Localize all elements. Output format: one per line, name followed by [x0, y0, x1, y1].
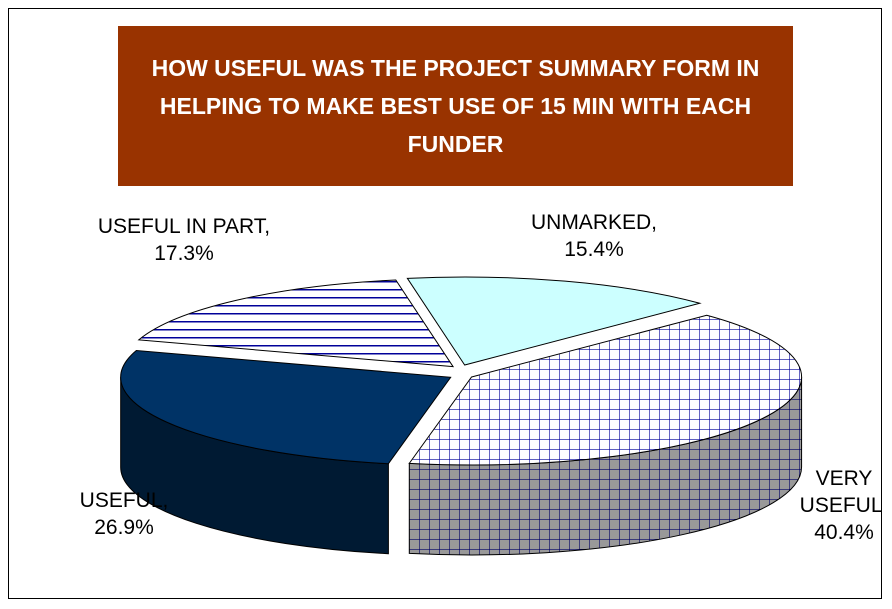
value-label: 26.9%	[94, 516, 154, 539]
data-label: USEFUL IN PART, 17.3%	[84, 213, 284, 267]
category-label: USEFUL IN PART,	[97, 215, 271, 238]
slice	[406, 276, 702, 366]
chart-title: HOW USEFUL WAS THE PROJECT SUMMARY FORM …	[118, 26, 793, 186]
value-label: 40.4%	[814, 521, 874, 544]
chart	[120, 276, 803, 556]
data-label: VERY USEFUL, 40.4%	[789, 465, 882, 546]
slice	[137, 279, 455, 368]
value-label: 17.3%	[154, 242, 214, 265]
data-label: USEFUL, 26.9%	[49, 487, 199, 541]
chart-frame: HOW USEFUL WAS THE PROJECT SUMMARY FORM …	[8, 8, 882, 599]
slice	[408, 314, 803, 466]
category-label: UNMARKED,	[530, 211, 657, 234]
slice	[120, 349, 452, 465]
category-label: USEFUL,	[79, 489, 169, 512]
value-label: 15.4%	[564, 238, 624, 261]
data-label: UNMARKED, 15.4%	[509, 209, 679, 263]
category-label: VERY USEFUL,	[799, 467, 882, 517]
